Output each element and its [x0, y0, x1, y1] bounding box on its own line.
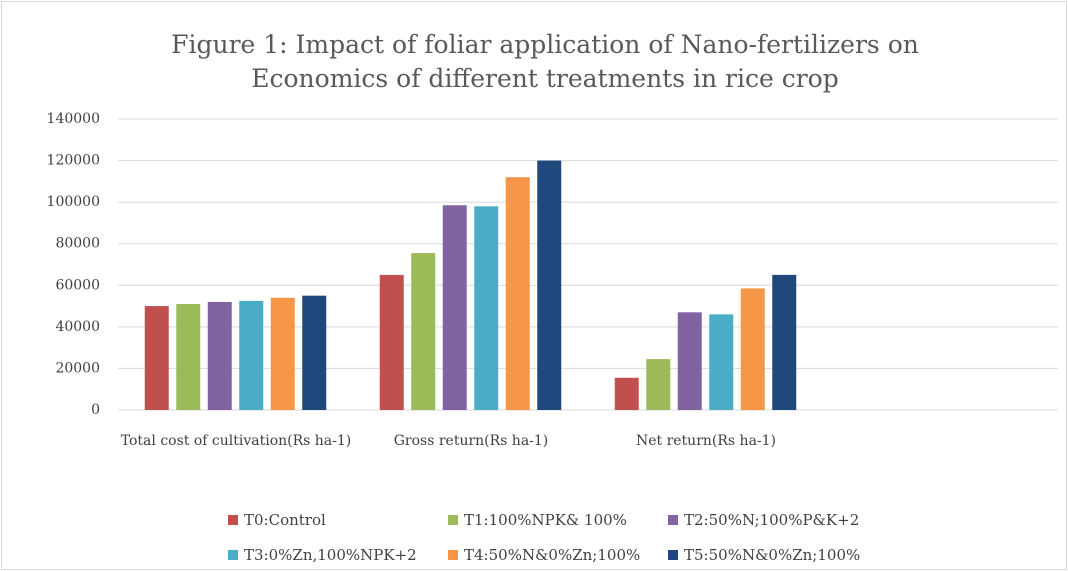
bar	[411, 253, 436, 410]
bar	[677, 312, 702, 410]
bar	[270, 297, 295, 410]
bar	[207, 301, 232, 410]
legend-label: T0:Control	[244, 510, 326, 529]
bar	[176, 303, 201, 410]
legend-swatch	[448, 514, 458, 525]
bar	[537, 160, 562, 410]
y-tick-label: 100000	[47, 194, 100, 210]
x-tick-label: Gross return(Rs ha-1)	[393, 433, 549, 449]
legend-swatch	[228, 549, 238, 560]
legend-swatch	[228, 514, 238, 525]
y-tick-label: 120000	[47, 153, 100, 169]
legend-item: T1:100%NPK& 100%	[448, 502, 668, 537]
legend-item: T5:50%N&0%Zn;100%	[668, 537, 888, 571]
bar	[474, 206, 499, 410]
legend-label: T2:50%N;100%P&K+2	[684, 510, 860, 529]
legend-label: T1:100%NPK& 100%	[464, 510, 627, 529]
legend-item: T3:0%Zn,100%NPK+2	[228, 537, 448, 571]
x-tick-label: Net return(Rs ha-1)	[635, 433, 777, 449]
legend-label: T3:0%Zn,100%NPK+2	[244, 545, 417, 564]
bar	[740, 288, 765, 410]
legend: T0:Control T1:100%NPK& 100% T2:50%N;100%P&…	[228, 502, 908, 571]
chart-title: Figure 1: Impact of foliar application o…	[171, 30, 919, 93]
bar	[144, 306, 169, 410]
legend-item: T2:50%N;100%P&K+2	[668, 502, 888, 537]
bar	[772, 274, 797, 410]
bar	[442, 205, 467, 410]
y-tick-label: 0	[91, 402, 100, 418]
bar	[239, 300, 264, 410]
legend-swatch	[668, 549, 678, 560]
y-tick-label: 140000	[47, 111, 100, 127]
legend-label: T5:50%N&0%Zn;100%	[684, 545, 861, 564]
legend-swatch	[448, 549, 458, 560]
bar	[614, 377, 639, 410]
x-tick-label: Total cost of cultivation(Rs ha-1)	[120, 433, 352, 449]
y-tick-label: 80000	[55, 236, 100, 252]
y-tick-label: 20000	[55, 360, 100, 376]
y-tick-label: 60000	[55, 277, 100, 293]
legend-label: T4:50%N&0%Zn;100%	[464, 545, 641, 564]
bar	[709, 314, 734, 410]
y-tick-label: 40000	[55, 319, 100, 335]
legend-item: T4:50%N&0%Zn;100%	[448, 537, 668, 571]
legend-item: T0:Control	[228, 502, 448, 537]
bar	[302, 295, 327, 410]
bar	[646, 359, 671, 410]
legend-swatch	[668, 514, 678, 525]
bar	[505, 177, 530, 410]
bar	[379, 274, 404, 410]
